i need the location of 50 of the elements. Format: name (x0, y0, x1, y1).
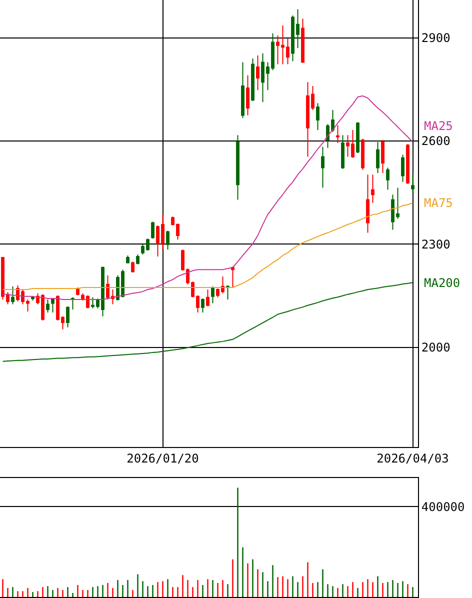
candlestick (256, 54, 260, 91)
candlestick (366, 174, 370, 234)
candlestick (71, 296, 74, 310)
candlestick (166, 230, 170, 250)
candlestick (151, 221, 154, 240)
series-label: MA200 (424, 276, 460, 290)
candlestick (336, 124, 340, 144)
candlestick (11, 286, 14, 305)
series-label: MA75 (424, 196, 453, 210)
candlestick (211, 286, 214, 304)
candlestick (251, 58, 254, 102)
candlestick (401, 154, 404, 182)
candlestick (76, 286, 80, 296)
x-tick-label: 2026/01/20 (126, 451, 199, 466)
candlestick (236, 134, 240, 200)
candlestick (371, 174, 374, 204)
candlestick (46, 298, 50, 314)
candlestick (136, 254, 140, 265)
candlestick (241, 62, 244, 118)
candlestick (66, 306, 70, 328)
line-series (2, 202, 414, 290)
y-tick-label: 2300 (421, 237, 450, 252)
candlestick (31, 296, 34, 302)
candlestick (51, 298, 54, 314)
candlestick (321, 146, 324, 188)
candlestick (131, 261, 134, 274)
candlestick (356, 122, 360, 154)
line-series (2, 282, 414, 362)
candlestick (301, 18, 304, 63)
candlestick (386, 167, 390, 190)
y-tick-label: 2900 (421, 31, 450, 46)
candlestick (316, 102, 320, 130)
candlestick (206, 289, 210, 307)
series-label: MA25 (424, 119, 453, 133)
candlestick (411, 173, 414, 194)
y-tick-label: 2000 (421, 340, 450, 354)
candlestick (201, 298, 204, 314)
y-tick-label: 2600 (421, 134, 450, 148)
candlestick (126, 254, 130, 264)
candlestick (381, 139, 384, 174)
candlestick (226, 284, 230, 300)
line-series (2, 95, 414, 300)
x-tick-label: 2026/04/03 (376, 451, 449, 466)
candlestick (406, 144, 410, 184)
y-tick-label: 400000 (421, 500, 465, 514)
candlestick (376, 142, 380, 174)
candlestick (231, 266, 234, 288)
candlestick (246, 74, 250, 116)
candlestick (361, 138, 364, 170)
candlestick (341, 134, 344, 170)
